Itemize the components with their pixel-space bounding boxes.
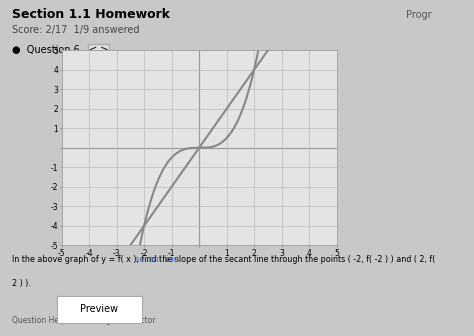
Text: < >: < > [89,45,108,55]
Text: Progr: Progr [406,10,432,20]
Text: Score: 2/17  1/9 answered: Score: 2/17 1/9 answered [12,25,139,35]
Text: Section 1.1 Homework: Section 1.1 Homework [12,8,170,22]
Text: In the above graph of y = f( x ), find the slope of the secant line through the : In the above graph of y = f( x ), find t… [12,255,435,264]
Text: 2 ) ).: 2 ) ). [12,279,31,288]
Text: Question Help:  ✉ Message Instructor: Question Help: ✉ Message Instructor [12,316,155,325]
Text: Preview: Preview [81,304,118,314]
Text: ●  Question 6: ● Question 6 [12,45,80,55]
Text: secant line: secant line [135,255,179,264]
